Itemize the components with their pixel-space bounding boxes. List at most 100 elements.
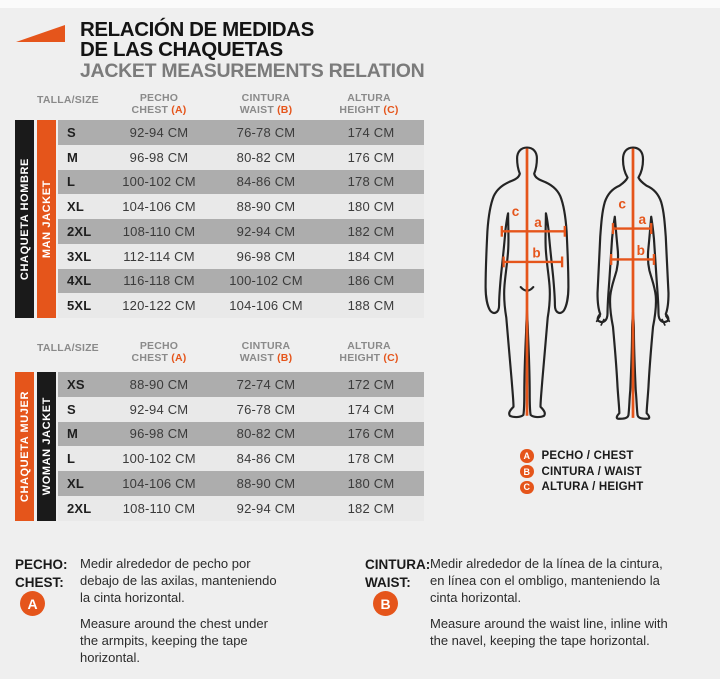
chest-cell: 120-122 CM <box>122 298 196 314</box>
chest-cell: 96-98 CM <box>129 426 189 442</box>
height-header-en: HEIGHT (C) <box>339 104 399 116</box>
women-side-label-es: CHAQUETA MUJER <box>18 390 31 502</box>
chest-letter-badge: A <box>20 591 45 616</box>
size-cell: L <box>67 451 76 467</box>
chest-cell: 104-106 CM <box>122 475 196 491</box>
table-row: XL 104-106 CM 88-90 CM 180 CM <box>58 194 424 219</box>
woman-label-b: b <box>637 243 645 258</box>
size-cell: S <box>67 124 76 140</box>
legend-label: CINTURA / WAIST <box>541 465 642 478</box>
height-cell: 184 CM <box>347 248 395 264</box>
brand-triangle-icon <box>16 25 65 42</box>
woman-finger-marks <box>595 315 671 326</box>
men-table-side-bar-es: CHAQUETA HOMBRE <box>15 120 34 318</box>
waist-note-es: Medir alrededor de la línea de la cintur… <box>430 556 663 605</box>
chest-cell: 112-114 CM <box>123 248 195 264</box>
page-title-line2: DE LAS CHAQUETAS <box>80 38 283 61</box>
height-cell: 174 CM <box>347 124 395 140</box>
women-height-column-header: ALTURA HEIGHT (C) <box>339 340 399 364</box>
chest-note-terms: PECHO: CHEST: <box>15 556 68 591</box>
table-row: 4XL 116-118 CM 100-102 CM 186 CM <box>58 268 424 294</box>
waist-key: (B) <box>277 352 293 364</box>
women-side-label-en: WOMAN JACKET <box>40 397 53 496</box>
legend-letter-badge: C <box>520 480 534 495</box>
chest-cell: 92-94 CM <box>129 401 189 417</box>
women-size-table: XS 88-90 CM 72-74 CM 172 CM S 92-94 CM 7… <box>58 372 424 521</box>
waist-cell: 76-78 CM <box>236 401 296 417</box>
waist-key: (B) <box>277 104 293 116</box>
size-cell: 2XL <box>67 500 92 516</box>
woman-waist-line <box>609 254 656 265</box>
height-cell: 172 CM <box>347 376 395 392</box>
size-cell: M <box>67 426 79 442</box>
waist-cell: 100-102 CM <box>229 273 303 289</box>
men-size-column-header: TALLA/SIZE <box>37 94 99 106</box>
woman-label-c: c <box>618 197 626 212</box>
waist-cell: 80-82 CM <box>236 149 296 165</box>
man-silhouette: a b c <box>484 146 570 419</box>
waist-cell: 72-74 CM <box>236 376 296 392</box>
legend-item: C ALTURA / HEIGHT <box>520 480 644 496</box>
women-chest-column-header: PECHO CHEST (A) <box>131 340 187 364</box>
chest-note-text: Medir alrededor de pecho por debajo de l… <box>80 555 288 675</box>
table-row: L 100-102 CM 84-86 CM 178 CM <box>58 169 424 195</box>
waist-cell: 76-78 CM <box>236 124 296 140</box>
women-waist-column-header: CINTURA WAIST (B) <box>239 340 293 364</box>
chest-cell: 96-98 CM <box>129 149 189 165</box>
men-side-label-es: CHAQUETA HOMBRE <box>18 157 31 281</box>
chest-note-es: Medir alrededor de pecho por debajo de l… <box>80 556 277 605</box>
size-cell: L <box>67 174 76 190</box>
waist-cell: 84-86 CM <box>236 451 296 467</box>
waist-cell: 88-90 CM <box>236 199 296 215</box>
table-row: M 96-98 CM 80-82 CM 176 CM <box>58 421 424 447</box>
waist-note-text: Medir alrededor de la línea de la cintur… <box>430 555 670 658</box>
size-cell: S <box>67 401 76 417</box>
size-cell: 2XL <box>67 223 92 239</box>
size-cell: M <box>67 149 79 165</box>
waist-cell: 88-90 CM <box>236 475 296 491</box>
size-cell: 4XL <box>67 273 92 289</box>
chest-cell: 92-94 CM <box>129 124 189 140</box>
size-cell: XL <box>67 475 85 491</box>
measurement-legend: A PECHO / CHEST B CINTURA / WAIST C ALTU… <box>520 448 644 495</box>
man-label-c: c <box>512 204 520 219</box>
table-row: S 92-94 CM 76-78 CM 174 CM <box>58 120 424 145</box>
waist-term-es: CINTURA: <box>365 557 431 572</box>
waist-note-terms: CINTURA: WAIST: <box>365 556 430 591</box>
women-table-side-bar-es: CHAQUETA MUJER <box>15 372 34 521</box>
chest-cell: 108-110 CM <box>122 223 196 239</box>
waist-header-es: CINTURA <box>241 92 291 104</box>
chest-note-en: Measure around the chest under the armpi… <box>80 616 268 665</box>
height-key: (C) <box>383 352 399 364</box>
chest-key: (A) <box>171 104 187 116</box>
men-size-table: S 92-94 CM 76-78 CM 174 CM M 96-98 CM 80… <box>58 120 424 318</box>
table-row: XL 104-106 CM 88-90 CM 180 CM <box>58 471 424 496</box>
waist-header-en: WAIST (B) <box>239 104 293 116</box>
waist-cell: 92-94 CM <box>236 223 296 239</box>
man-label-b: b <box>532 245 540 260</box>
chest-cell: 88-90 CM <box>129 376 189 392</box>
legend-letter-badge: A <box>520 449 534 463</box>
waist-cell: 80-82 CM <box>236 426 296 442</box>
size-cell: XL <box>67 199 85 215</box>
height-cell: 178 CM <box>347 451 395 467</box>
table-row: M 96-98 CM 80-82 CM 176 CM <box>58 144 424 170</box>
body-figures-svg: a b c <box>484 146 671 420</box>
size-cell: 3XL <box>67 248 92 264</box>
chest-cell: 104-106 CM <box>122 199 196 215</box>
man-waist-line <box>502 256 564 268</box>
top-strip <box>0 0 720 8</box>
height-cell: 180 CM <box>347 475 395 491</box>
size-cell: 5XL <box>67 298 92 314</box>
legend-item: A PECHO / CHEST <box>520 448 644 464</box>
chest-term-en: CHEST: <box>15 574 64 590</box>
chest-term-es: PECHO: <box>15 557 68 572</box>
waist-term-en: WAIST: <box>365 574 411 590</box>
chest-cell: 100-102 CM <box>122 451 196 467</box>
men-chest-column-header: PECHO CHEST (A) <box>132 92 187 116</box>
chest-header-en: CHEST (A) <box>131 104 187 116</box>
woman-silhouette: a b c <box>595 146 671 420</box>
height-key: (C) <box>383 104 399 116</box>
height-cell: 180 CM <box>347 199 395 215</box>
